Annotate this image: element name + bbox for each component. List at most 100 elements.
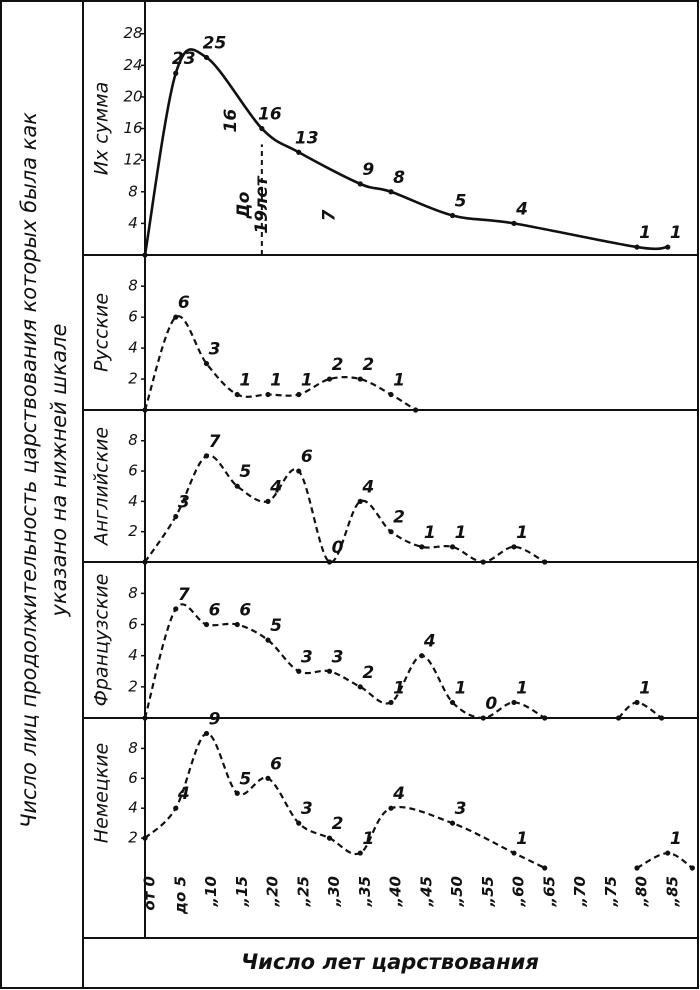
x-tick-label: „40 [387, 876, 405, 908]
data-label: 3 [178, 493, 190, 513]
reference-label: До [234, 191, 254, 219]
point [173, 513, 179, 520]
point [173, 805, 179, 811]
y-tick-label: 8 [128, 277, 138, 295]
data-label: 0 [332, 538, 344, 558]
point [296, 820, 302, 826]
point [234, 483, 240, 489]
y-tick-label: 20 [123, 87, 142, 105]
point [357, 181, 363, 187]
data-label: 6 [270, 754, 282, 774]
data-label: 13 [295, 128, 319, 148]
data-label: 1 [670, 223, 682, 243]
series-line [143, 48, 668, 256]
y-tick-label: 2 [128, 829, 138, 847]
y-tick-label: 16 [123, 119, 142, 137]
annotation: 16 [221, 109, 241, 133]
series-line [144, 454, 546, 564]
point [265, 391, 271, 398]
data-label: 6 [178, 293, 190, 313]
data-label: 3 [301, 647, 313, 667]
point [357, 376, 363, 382]
data-label: 3 [301, 799, 313, 819]
data-label: 2 [332, 814, 344, 834]
data-label: 1 [516, 829, 528, 849]
y-tick-label: 2 [128, 522, 138, 540]
point [665, 244, 671, 250]
point [326, 376, 333, 382]
point [388, 189, 394, 195]
data-label: 4 [515, 199, 528, 219]
point [326, 668, 333, 674]
data-label: 1 [516, 678, 528, 698]
data-label: 1 [455, 523, 467, 543]
data-label: 23 [172, 49, 196, 69]
series-line [144, 732, 693, 869]
x-tick-label: „30 [325, 876, 343, 908]
point [511, 220, 517, 226]
data-label: 3 [455, 799, 467, 819]
point [203, 360, 210, 367]
y-tick-label: 4 [128, 214, 138, 232]
x-tick-label: „70 [571, 876, 589, 908]
panel-label: Французские [91, 574, 113, 707]
point [388, 529, 394, 535]
data-label: 16 [258, 105, 282, 125]
data-label: 5 [239, 769, 251, 789]
data-label: 1 [639, 678, 651, 698]
point [265, 775, 271, 781]
point [142, 835, 148, 841]
data-label: 1 [455, 678, 467, 698]
y-tick-label: 8 [128, 739, 138, 757]
x-tick-label: от 0 [141, 876, 159, 911]
y-tick-label: 4 [128, 646, 138, 664]
point [542, 865, 548, 871]
x-tick-label: „45 [417, 876, 435, 908]
point [203, 54, 210, 61]
data-label: 6 [301, 447, 313, 467]
y-tick-label: 28 [123, 24, 142, 42]
point [449, 699, 456, 706]
point [234, 790, 240, 796]
point [511, 850, 517, 856]
point [259, 125, 265, 132]
point [234, 621, 240, 628]
data-label: 1 [639, 223, 651, 243]
point [173, 70, 179, 76]
x-tick-label: „75 [602, 876, 620, 908]
data-label: 6 [209, 601, 221, 621]
data-label: 4 [423, 632, 436, 652]
panel-label: Русские [91, 293, 113, 372]
x-tick-label: „15 [233, 876, 251, 908]
data-label: 1 [239, 371, 251, 391]
point [326, 835, 333, 841]
point [511, 544, 517, 550]
point [388, 391, 394, 398]
y-tick-label: 8 [128, 584, 138, 602]
data-label: 2 [362, 355, 374, 375]
x-tick-label: „10 [202, 876, 220, 908]
point [357, 498, 363, 504]
data-label: 4 [361, 477, 374, 497]
data-label: 1 [362, 829, 374, 849]
x-tick-label: до 5 [171, 876, 189, 915]
point [449, 544, 456, 550]
data-label: 4 [269, 477, 282, 497]
y-tick-label: 4 [128, 492, 138, 510]
x-axis-label: Число лет царствования [241, 950, 539, 974]
point [203, 453, 210, 459]
point [265, 498, 271, 504]
x-tick-label: „55 [479, 876, 497, 908]
y-tick-label: 2 [128, 677, 138, 695]
x-tick-label: „85 [663, 876, 681, 908]
point [296, 468, 302, 474]
point [203, 730, 210, 737]
point [265, 637, 271, 643]
reference-label: 19лет [252, 175, 272, 234]
x-tick-label: „25 [294, 876, 312, 908]
data-label: 2 [362, 663, 374, 683]
data-label: 5 [239, 462, 251, 482]
point [689, 865, 695, 871]
point [173, 314, 179, 320]
